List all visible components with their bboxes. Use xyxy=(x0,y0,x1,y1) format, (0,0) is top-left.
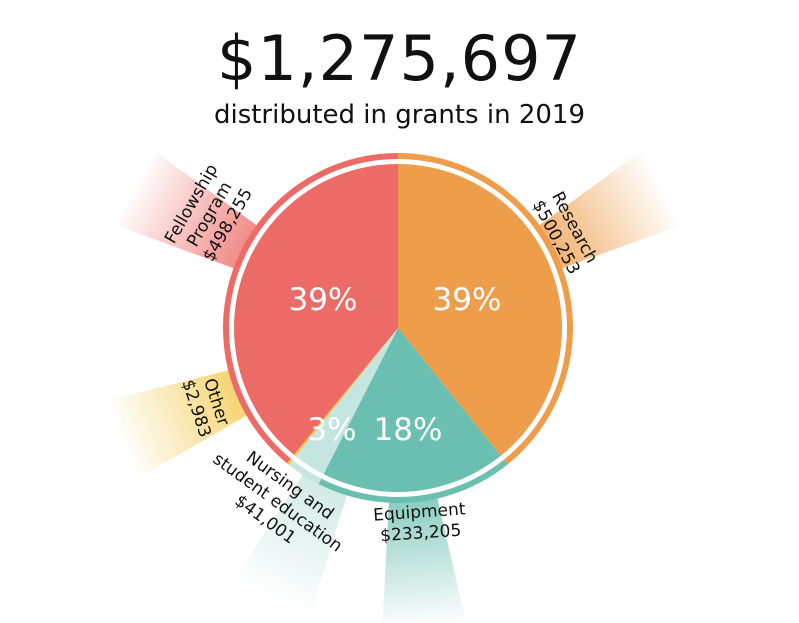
percent-label-fellowship-program: 39% xyxy=(289,282,358,318)
slice-research[interactable] xyxy=(398,164,562,456)
slice-equipment[interactable] xyxy=(323,328,501,492)
slice-other[interactable] xyxy=(293,328,398,457)
beam-fellowship-program xyxy=(116,151,261,270)
percent-label-nursing-and-student-education: 3% xyxy=(307,412,356,448)
beam-other xyxy=(106,369,251,478)
percent-label-equipment: 18% xyxy=(374,412,443,448)
chart-subtitle: distributed in grants in 2019 xyxy=(213,100,586,130)
slice-nursing-and-student-education[interactable] xyxy=(295,328,398,475)
percent-label-research: 39% xyxy=(433,282,502,318)
ring-segment-other xyxy=(286,458,293,465)
ring-segment-nursing-and-student-education xyxy=(288,460,322,484)
slice-label-equipment: Equipment$233,205 xyxy=(373,499,468,546)
ring-segment-equipment xyxy=(318,459,508,503)
slice-label-line: $233,205 xyxy=(380,521,462,547)
chart-title: $1,275,697 xyxy=(217,22,582,95)
beam-nursing-and-student-education xyxy=(234,470,349,615)
beam-research xyxy=(535,151,680,270)
beam-equipment xyxy=(382,493,466,623)
slice-fellowship-program[interactable] xyxy=(234,164,398,455)
